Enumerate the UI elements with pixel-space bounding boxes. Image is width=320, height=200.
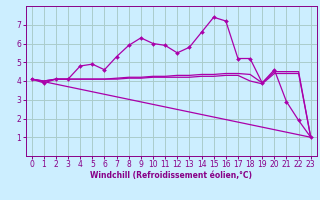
X-axis label: Windchill (Refroidissement éolien,°C): Windchill (Refroidissement éolien,°C) [90,171,252,180]
